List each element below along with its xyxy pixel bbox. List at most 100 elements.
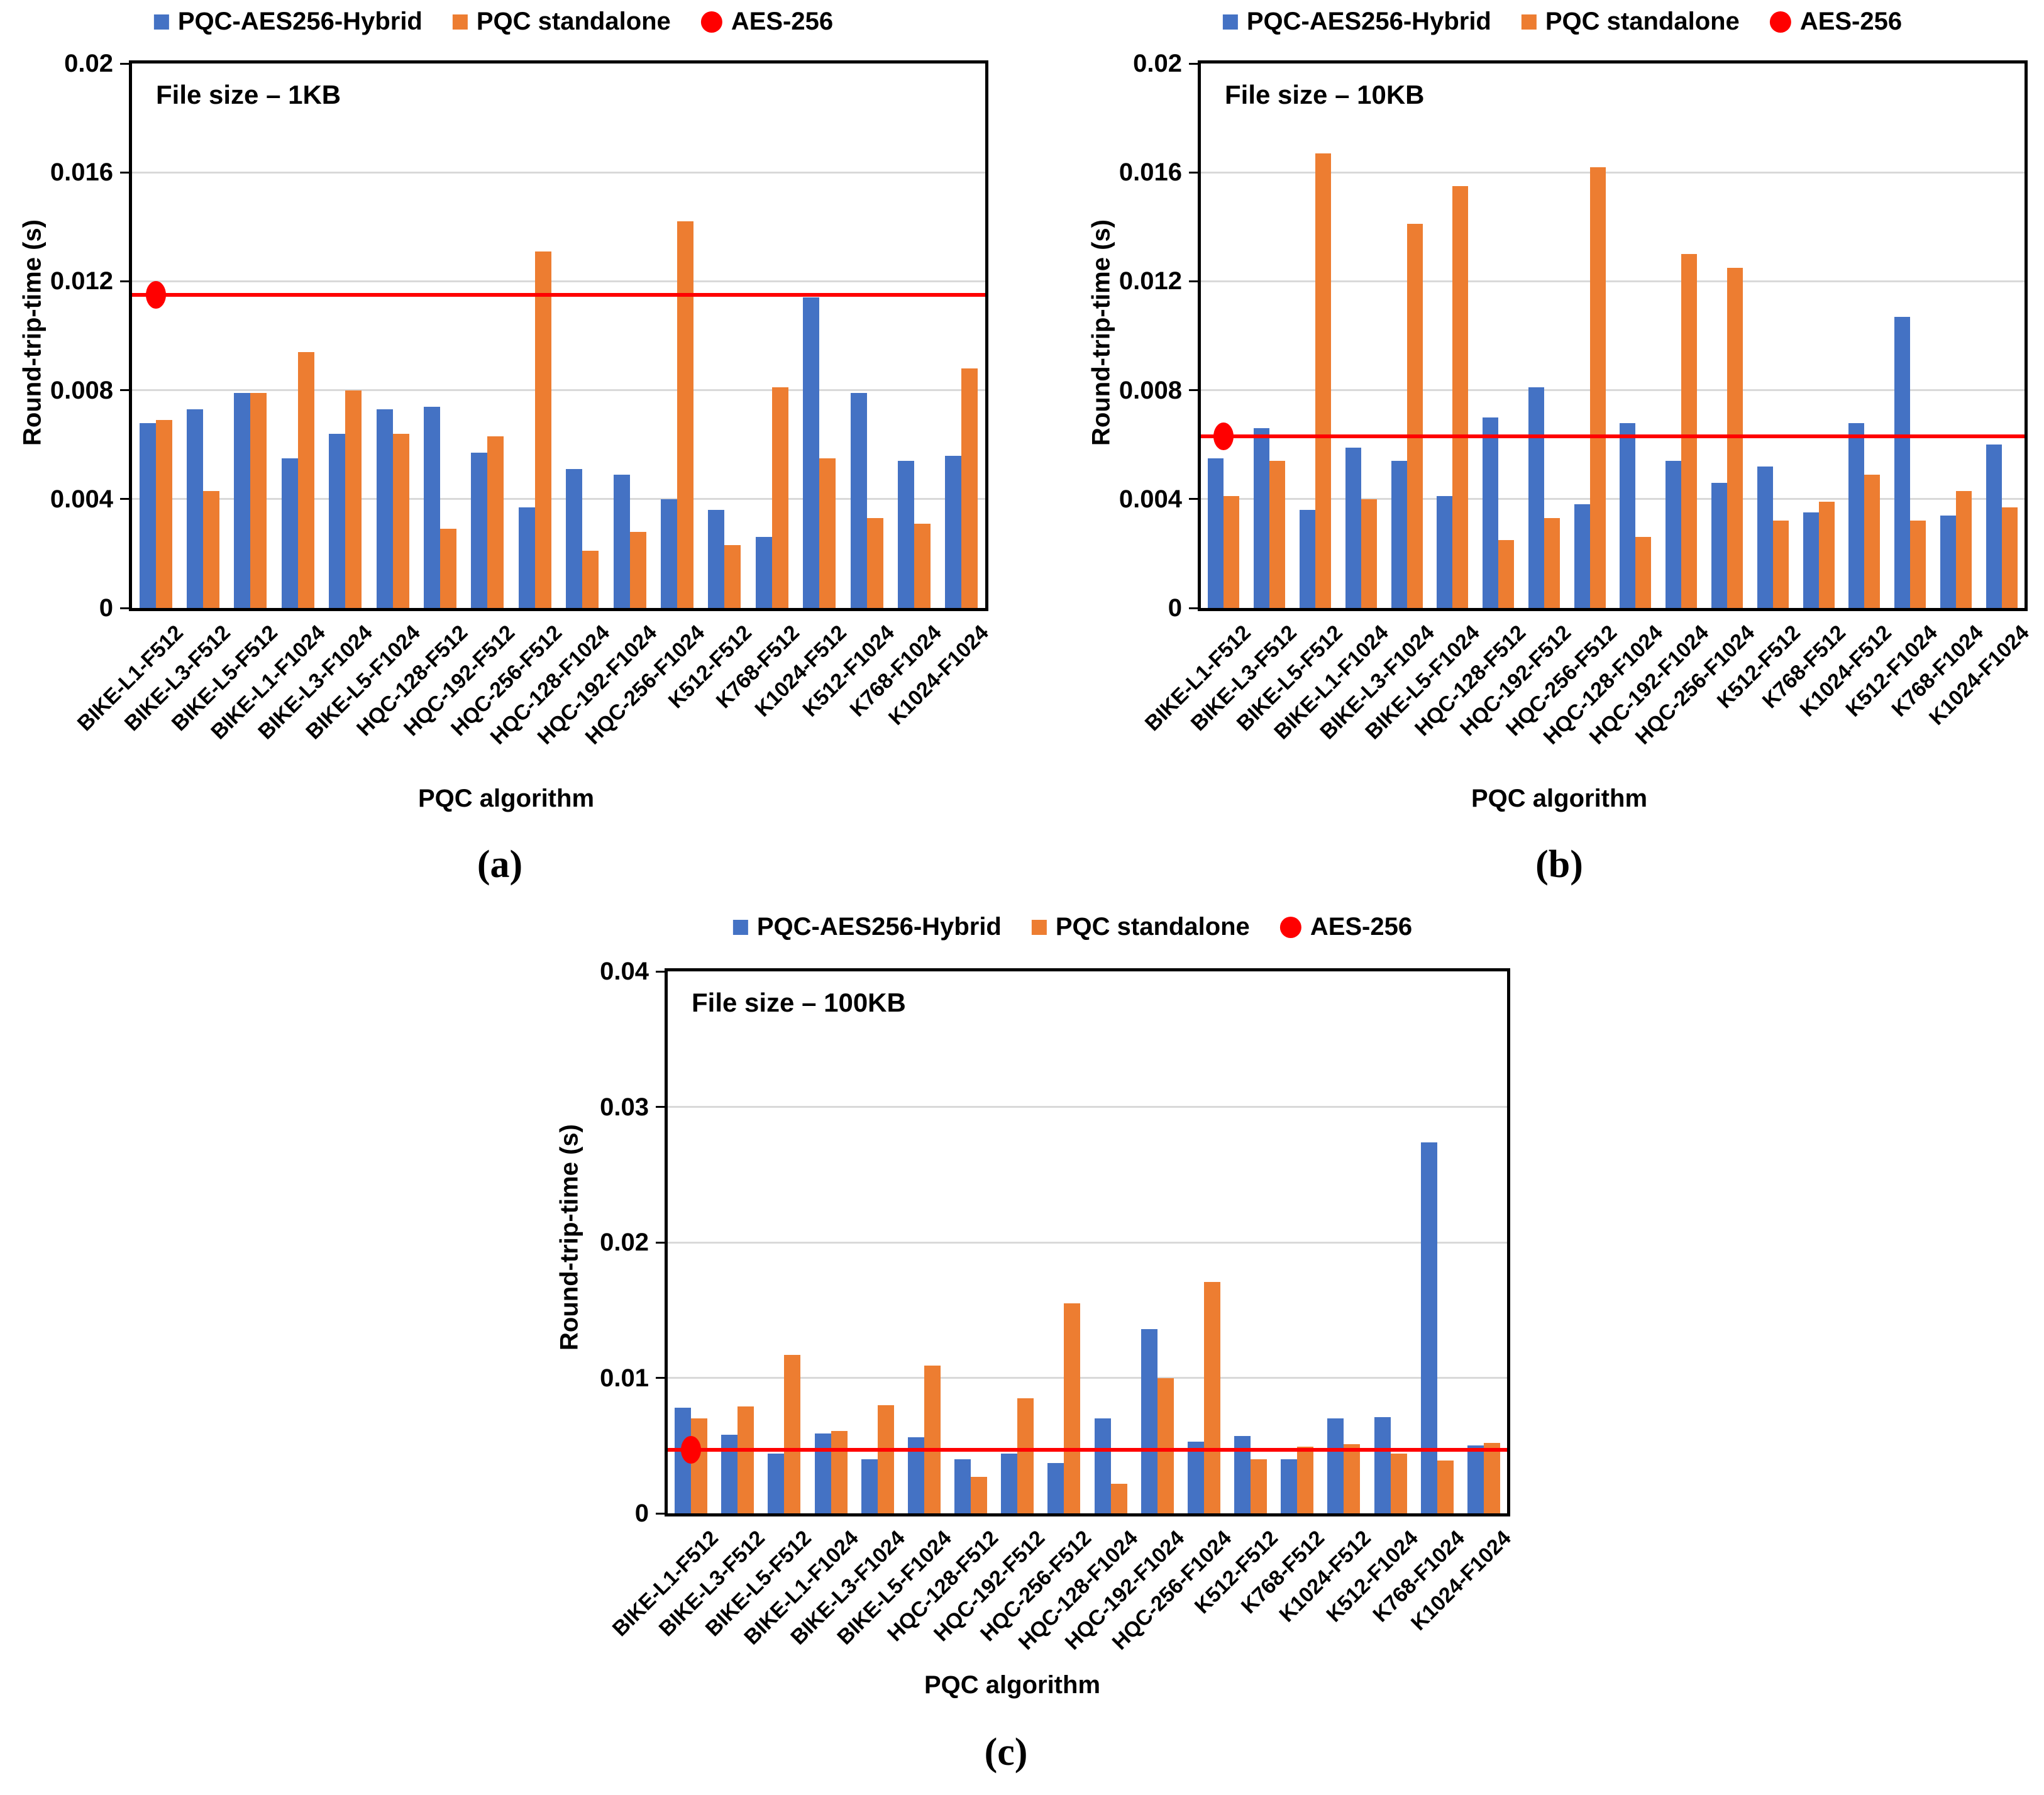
y-tick-label: 0.01	[600, 1364, 649, 1392]
y-tick-mark	[1189, 607, 1198, 609]
bar-standalone-HQC-256-F512	[534, 251, 551, 608]
y-tick-mark	[656, 970, 665, 973]
bar-standalone-BIKE-L5-F512	[784, 1354, 801, 1513]
bar-hybrid-HQC-128-F512	[424, 406, 441, 608]
bar-hybrid-BIKE-L1-F1024	[814, 1433, 831, 1513]
bar-standalone-BIKE-L5-F1024	[392, 433, 409, 608]
bar-standalone-K1024-F1024	[2001, 507, 2018, 608]
subfigure-caption: (c)	[984, 1731, 1028, 1774]
bar-hybrid-HQC-128-F1024	[1094, 1418, 1111, 1513]
legend-circle-marker	[1769, 11, 1791, 33]
legend-label: PQC standalone	[1055, 913, 1250, 941]
bar-standalone-K768-F1024	[914, 523, 931, 608]
bar-standalone-HQC-192-F1024	[1157, 1378, 1174, 1513]
y-tick-mark	[1189, 171, 1198, 174]
y-tick-label: 0.008	[1119, 376, 1182, 404]
bar-standalone-BIKE-L3-F1024	[877, 1405, 894, 1513]
bar-hybrid-K1024-F1024	[945, 455, 962, 608]
bar-hybrid-HQC-256-F512	[1574, 504, 1590, 608]
bar-standalone-HQC-192-F1024	[1681, 254, 1698, 608]
bar-standalone-HQC-128-F512	[1498, 539, 1515, 608]
bar-hybrid-K1024-F1024	[1467, 1445, 1484, 1513]
y-tick-mark	[120, 389, 129, 392]
file-size-annotation: File size – 10KB	[1225, 80, 1425, 109]
bar-standalone-BIKE-L5-F512	[1315, 153, 1331, 608]
bar-standalone-BIKE-L5-F1024	[924, 1366, 941, 1513]
y-tick-mark	[1189, 280, 1198, 282]
y-tick-mark	[656, 1241, 665, 1244]
subfigure-caption: (a)	[477, 843, 523, 886]
legend-label: AES-256	[1310, 913, 1413, 941]
y-tick-label: 0.004	[50, 485, 113, 513]
bar-hybrid-K1024-F512	[1327, 1418, 1344, 1513]
bar-standalone-HQC-256-F512	[1064, 1303, 1081, 1513]
y-tick-label: 0.02	[1133, 50, 1182, 77]
bar-standalone-K512-F512	[1251, 1459, 1268, 1513]
file-size-annotation: File size – 100KB	[692, 988, 906, 1017]
y-tick-mark	[1189, 498, 1198, 500]
legend-label: AES-256	[1799, 8, 1903, 35]
bar-hybrid-HQC-128-F512	[1483, 417, 1499, 608]
legend: PQC-AES256-Hybrid PQC standalone AES-256	[732, 913, 1413, 941]
gridline	[132, 280, 985, 282]
legend-label: AES-256	[731, 8, 834, 35]
legend-square-swatch	[153, 14, 169, 30]
legend-square-swatch	[1031, 919, 1047, 935]
y-tick-mark	[120, 280, 129, 282]
bar-hybrid-K768-F1024	[897, 461, 914, 608]
y-tick-mark	[1189, 62, 1198, 65]
plot-area: File size – 100KB 0.04 0.03 0.02 0.01 0 BIKE-…	[600, 958, 1516, 1655]
y-tick-mark	[120, 171, 129, 174]
legend-label: PQC standalone	[476, 8, 671, 35]
legend-item: PQC standalone	[452, 8, 671, 36]
legend-item: AES-256	[700, 8, 834, 36]
bar-hybrid-BIKE-L5-F512	[1299, 510, 1315, 608]
y-tick-label: 0	[1168, 594, 1182, 622]
bar-standalone-HQC-192-F1024	[629, 531, 646, 608]
y-tick-label: 0.02	[600, 1229, 649, 1256]
bar-hybrid-HQC-256-F1024	[660, 499, 677, 608]
legend-item: PQC-AES256-Hybrid	[732, 913, 1002, 941]
x-axis-title: PQC algorithm	[1471, 785, 1648, 812]
bar-hybrid-BIKE-L1-F512	[1208, 458, 1224, 608]
bar-hybrid-K768-F1024	[1420, 1142, 1437, 1513]
legend-label: PQC-AES256-Hybrid	[756, 913, 1002, 941]
bar-hybrid-K512-F1024	[850, 392, 867, 608]
bar-hybrid-BIKE-L5-F512	[234, 392, 251, 608]
gridline	[668, 1106, 1507, 1108]
bar-hybrid-HQC-256-F1024	[1187, 1441, 1204, 1513]
bar-standalone-HQC-256-F1024	[1203, 1281, 1220, 1513]
bar-hybrid-BIKE-L3-F1024	[1391, 461, 1407, 608]
bar-standalone-K768-F1024	[1437, 1460, 1454, 1513]
y-tick-label: 0.012	[1119, 267, 1182, 295]
bar-hybrid-K768-F512	[1803, 512, 1819, 608]
legend-item: PQC-AES256-Hybrid	[1222, 8, 1491, 36]
gridline	[1201, 280, 2025, 282]
bar-standalone-HQC-128-F1024	[1110, 1483, 1127, 1513]
x-axis-title: PQC algorithm	[924, 1671, 1101, 1699]
y-tick-label: 0	[99, 594, 113, 622]
bar-hybrid-BIKE-L1-F1024	[281, 458, 298, 608]
y-tick-mark	[656, 1377, 665, 1379]
bar-standalone-BIKE-L3-F512	[1269, 461, 1286, 608]
y-tick-label: 0.03	[600, 1093, 649, 1121]
bar-standalone-BIKE-L5-F512	[250, 392, 267, 608]
bar-standalone-K1024-F512	[819, 458, 836, 608]
legend: PQC-AES256-Hybrid PQC standalone AES-256	[1222, 8, 1903, 36]
bar-hybrid-HQC-192-F512	[1001, 1454, 1018, 1513]
legend-item: PQC-AES256-Hybrid	[153, 8, 423, 36]
bar-standalone-K768-F1024	[1955, 490, 1972, 608]
bar-standalone-K1024-F1024	[1483, 1442, 1500, 1513]
bar-standalone-HQC-128-F1024	[1635, 537, 1652, 608]
legend-label: PQC standalone	[1545, 8, 1740, 35]
bar-hybrid-BIKE-L5-F512	[768, 1454, 785, 1513]
bar-standalone-HQC-256-F512	[1589, 167, 1606, 608]
gridline	[132, 389, 985, 392]
gridline	[1201, 171, 2025, 174]
legend: PQC-AES256-Hybrid PQC standalone AES-256	[153, 8, 834, 36]
bar-standalone-BIKE-L1-F512	[155, 420, 172, 608]
y-tick-mark	[120, 498, 129, 500]
